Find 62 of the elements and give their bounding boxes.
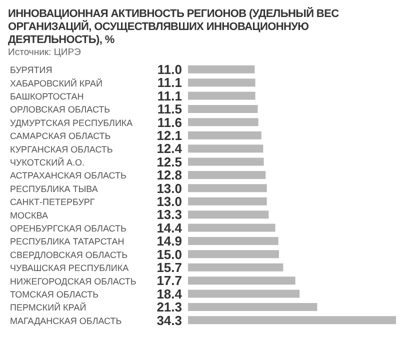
bar — [188, 78, 256, 87]
bar — [188, 302, 318, 311]
bar — [188, 104, 258, 113]
chart-title: ИННОВАЦИОННАЯ АКТИВНОСТЬ РЕГИОНОВ (УДЕЛЬНЫЙ ВЕС ОРГАНИЗАЦИЙ, ОСУЩЕСТВЛЯВШИХ ИННОВАЦИОННУЮ ДЕЯТЕЛЬНОСТЬ), % — [8, 8, 340, 47]
data-label: 11.5 — [157, 102, 182, 117]
y-tick-label: МАГАДАНСКАЯ ОБЛАСТЬ — [10, 316, 122, 326]
y-tick-label: КУРГАНСКАЯ ОБЛАСТЬ — [10, 144, 113, 154]
bar — [188, 276, 296, 285]
bar — [188, 65, 255, 74]
data-label: 11.1 — [157, 75, 182, 90]
y-tick-label: УДМУРТСКАЯ РЕСПУБЛИКА — [10, 118, 133, 128]
bar — [188, 236, 278, 245]
y-tick-label: РЕСПУБЛИКА ТЫВА — [10, 184, 98, 194]
y-tick-label: ОРЕНБУРГСКАЯ ОБЛАСТЬ — [10, 224, 126, 234]
data-label: 12.1 — [156, 128, 182, 143]
data-label: 12.4 — [156, 141, 183, 156]
bar — [188, 263, 284, 272]
bar — [188, 224, 276, 232]
y-tick-label: ХАБАРОВСКИЙ КРАЙ — [10, 77, 103, 88]
y-tick-label: ПЕРМСКИЙ КРАЙ — [10, 302, 86, 313]
data-label: 17.7 — [156, 273, 182, 288]
y-tick-label: САМАРСКАЯ ОБЛАСТЬ — [10, 131, 111, 142]
data-label: 13.0 — [156, 180, 182, 196]
y-tick-label: АСТРАХАНСКАЯ ОБЛАСТЬ — [10, 170, 126, 181]
data-label: 11.0 — [157, 62, 182, 77]
data-label: 11.1 — [157, 88, 182, 104]
bar — [188, 197, 267, 206]
y-tick-label: САНКТ-ПЕТЕРБУРГ — [10, 197, 95, 208]
text: Источник: ЦИРЭ — [8, 47, 82, 59]
bar — [188, 290, 300, 298]
bar — [188, 170, 266, 179]
y-tick-label: СВЕРДЛОВСКАЯ ОБЛАСТЬ — [10, 250, 128, 260]
y-tick-label: БУРЯТИЯ — [10, 65, 52, 76]
y-tick-label: НИЖЕГОРОДСКАЯ ОБЛАСТЬ — [10, 276, 136, 286]
y-tick-label: ЧУКОТСКИЙ А.О. — [10, 156, 85, 168]
bar — [188, 144, 264, 153]
data-label: 14.9 — [156, 234, 182, 249]
bar — [188, 316, 396, 324]
bar — [188, 158, 264, 166]
data-label: 15.7 — [156, 260, 182, 275]
data-label: 14.4 — [156, 220, 183, 236]
y-tick-label: ОРЛОВСКАЯ ОБЛАСТЬ — [10, 104, 110, 115]
y-tick-label: МОСКВА — [10, 210, 48, 220]
bar — [188, 131, 262, 140]
bar — [188, 118, 258, 126]
y-tick-label: БАШКОРТОСТАН — [10, 92, 84, 102]
data-label: 21.3 — [156, 300, 182, 315]
bar — [188, 184, 267, 192]
bar — [188, 210, 269, 219]
bar — [188, 250, 279, 258]
data-label: 18.4 — [156, 286, 183, 302]
y-tick-label: ЧУВАШСКАЯ РЕСПУБЛИКА — [10, 263, 129, 274]
data-label: 12.8 — [156, 168, 182, 183]
y-tick-label: ТОМСКАЯ ОБЛАСТЬ — [10, 290, 99, 300]
data-label: 12.5 — [156, 154, 182, 170]
bar — [188, 92, 256, 100]
data-label: 34.3 — [156, 312, 182, 328]
data-label: 13.3 — [156, 207, 182, 222]
data-label: 13.0 — [156, 194, 182, 209]
y-tick-label: РЕСПУБЛИКА ТАТАРСТАН — [10, 236, 124, 247]
data-label: 15.0 — [156, 246, 182, 262]
data-label: 11.6 — [157, 114, 182, 130]
